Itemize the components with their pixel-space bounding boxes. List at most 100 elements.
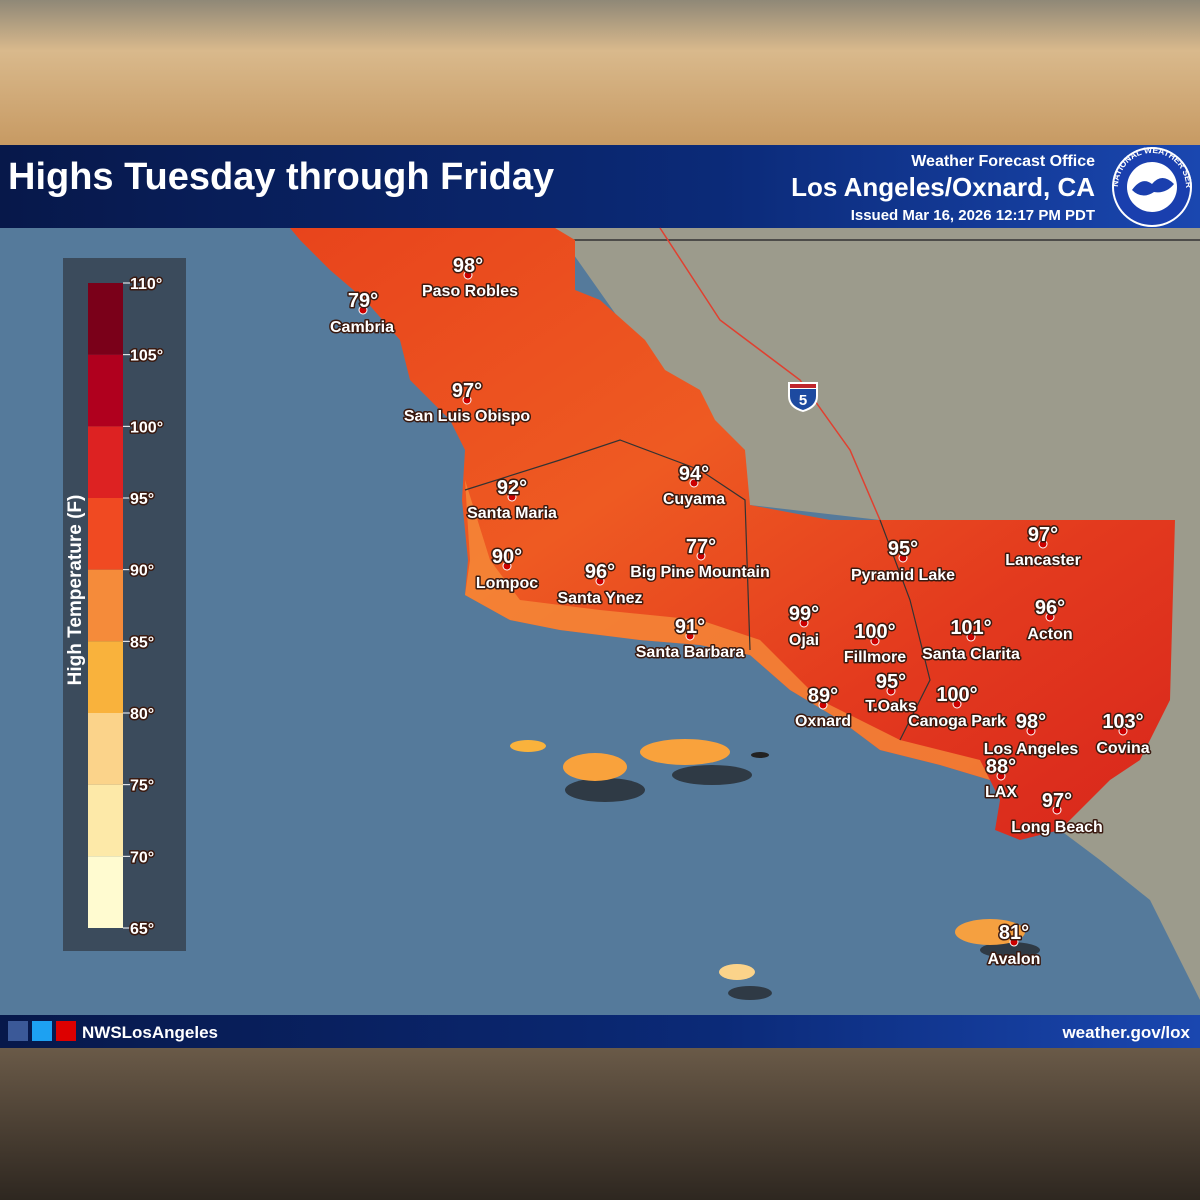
- city: 96° Santa Ynez: [556, 560, 644, 609]
- heat-region: [290, 228, 1175, 840]
- city: 81° Avalon: [986, 921, 1042, 970]
- city: 100° Canoga Park: [907, 683, 1008, 732]
- city-name: Pyramid Lake: [851, 567, 955, 584]
- legend-band: [88, 641, 123, 713]
- city-marker: [996, 771, 1006, 781]
- county-line: [879, 519, 931, 741]
- city: 95° T.Oaks: [864, 670, 919, 717]
- legend-band: [88, 784, 123, 857]
- city-name: Santa Barbara: [636, 644, 745, 661]
- city-temp: 96°: [585, 561, 615, 583]
- city: 91° Santa Barbara: [634, 615, 746, 663]
- city: 88° LAX: [984, 755, 1019, 803]
- legend-tick-label: 110°: [130, 276, 162, 293]
- coastal-zone: [465, 480, 990, 780]
- city-temp: 95°: [876, 671, 906, 693]
- city-temp: 88°: [986, 756, 1016, 778]
- city-marker: [696, 551, 706, 561]
- city: 98° Los Angeles: [982, 710, 1080, 760]
- legend-tick-label: 100°: [130, 419, 163, 436]
- city-name: Cuyama: [663, 491, 725, 508]
- city-marker: [966, 632, 976, 642]
- city-marker: [685, 631, 695, 641]
- city-temp: 97°: [452, 380, 482, 402]
- legend-band: [88, 498, 123, 570]
- city-temp: 98°: [453, 255, 483, 277]
- city-temp: 96°: [1035, 597, 1065, 619]
- legend-band: [88, 283, 123, 355]
- city-name: Avalon: [988, 951, 1041, 968]
- legend-tick-label: 65°: [130, 921, 154, 938]
- title: Highs Tuesday through Friday: [8, 156, 554, 198]
- city-marker: [1118, 726, 1128, 736]
- legend-band: [88, 713, 123, 785]
- city-name: Los Angeles: [984, 741, 1079, 758]
- city-name: Acton: [1027, 626, 1072, 643]
- city-name: Ojai: [789, 632, 819, 649]
- legend-tick-label: 70°: [130, 849, 154, 866]
- city: 101° Santa Clarita: [921, 616, 1022, 665]
- city-marker: [886, 686, 896, 696]
- city: 96° Acton: [1026, 596, 1074, 645]
- city-marker: [358, 305, 368, 315]
- city: 94° Cuyama: [661, 462, 726, 510]
- city: 97° San Luis Obispo: [402, 379, 531, 427]
- city-marker: [898, 553, 908, 563]
- city-temp: 77°: [686, 536, 716, 558]
- city-temp: 91°: [675, 616, 705, 638]
- legend-band: [88, 856, 123, 928]
- city-temp: 101°: [950, 617, 991, 639]
- city-marker: [1045, 612, 1055, 622]
- city-temp: 89°: [808, 685, 838, 707]
- legend-band: [88, 569, 123, 642]
- city: 99° Ojai: [787, 602, 820, 651]
- legend-band: [88, 354, 123, 427]
- city: 95° Pyramid Lake: [849, 537, 956, 586]
- city: 97° Lancaster: [1004, 523, 1083, 571]
- city-name: Canoga Park: [908, 713, 1006, 730]
- city-temp: 79°: [348, 290, 378, 312]
- city-marker: [952, 699, 962, 709]
- legend-tick-label: 75°: [130, 778, 154, 795]
- city-temp: 94°: [679, 463, 709, 485]
- legend-tick-label: 90°: [130, 563, 154, 580]
- city-temp: 97°: [1028, 524, 1058, 546]
- legend-panel: [63, 258, 186, 951]
- city: 79° Cambria: [328, 289, 395, 338]
- city: 100° Fillmore: [842, 620, 907, 668]
- legend-title: High Temperature (F): [65, 495, 86, 686]
- county-line: [464, 439, 751, 651]
- city-temp: 81°: [999, 922, 1029, 944]
- city-name: Santa Maria: [467, 505, 557, 522]
- city-marker: [595, 576, 605, 586]
- city-marker: [507, 492, 517, 502]
- location: Los Angeles/Oxnard, CA: [791, 172, 1095, 202]
- city-marker: [462, 395, 472, 405]
- city-marker: [502, 561, 512, 571]
- city: 92° Santa Maria: [466, 476, 559, 524]
- header-bar: [0, 145, 1200, 228]
- issued: Issued Mar 16, 2026 12:17 PM PDT: [851, 207, 1095, 224]
- city-name: Fillmore: [844, 649, 906, 666]
- legend-tick-label: 105°: [130, 348, 163, 365]
- facebook-icon: [8, 1021, 28, 1041]
- islands: [510, 739, 1040, 1000]
- city-name: Cambria: [330, 319, 394, 336]
- city: 98° Paso Robles: [420, 254, 519, 302]
- youtube-icon: [56, 1021, 76, 1041]
- city-temp: 103°: [1102, 711, 1143, 733]
- city-name: Lompoc: [476, 575, 538, 592]
- city-marker: [818, 700, 828, 710]
- city-name: Lancaster: [1005, 552, 1081, 569]
- legend-tick-label: 80°: [130, 706, 154, 723]
- city-temp: 92°: [497, 477, 527, 499]
- city: 103° Covina: [1095, 710, 1151, 759]
- city-temp: 100°: [854, 621, 895, 643]
- city-name: Oxnard: [795, 713, 851, 730]
- legend-tick-label: 95°: [130, 491, 154, 508]
- legend-band: [88, 426, 123, 498]
- city-name: Paso Robles: [422, 283, 518, 300]
- city-name: Long Beach: [1011, 819, 1103, 836]
- city-marker: [1009, 937, 1019, 947]
